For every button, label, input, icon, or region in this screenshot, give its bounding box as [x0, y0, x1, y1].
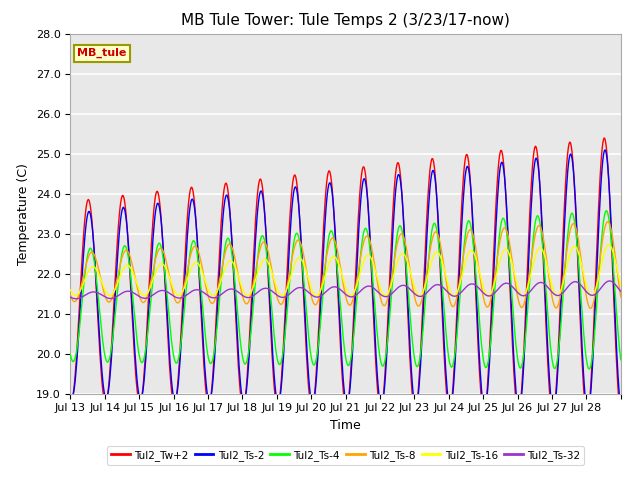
Y-axis label: Temperature (C): Temperature (C) [17, 163, 30, 264]
Title: MB Tule Tower: Tule Temps 2 (3/23/17-now): MB Tule Tower: Tule Temps 2 (3/23/17-now… [181, 13, 510, 28]
Legend: Tul2_Tw+2, Tul2_Ts-2, Tul2_Ts-4, Tul2_Ts-8, Tul2_Ts-16, Tul2_Ts-32: Tul2_Tw+2, Tul2_Ts-2, Tul2_Ts-4, Tul2_Ts… [107, 445, 584, 465]
Text: MB_tule: MB_tule [77, 48, 126, 58]
X-axis label: Time: Time [330, 419, 361, 432]
